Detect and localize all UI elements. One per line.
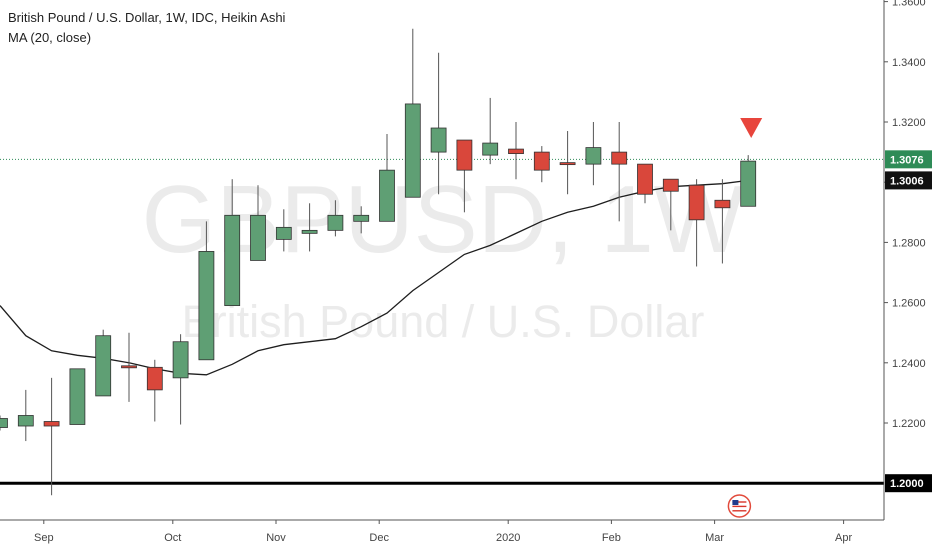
candle-body [688, 184, 705, 221]
candle-up [482, 97, 499, 165]
candle-body [224, 214, 241, 307]
support-label-text: 1.2000 [890, 478, 924, 490]
candle-up [224, 179, 241, 307]
last-price-label: 1.3076 [885, 150, 932, 169]
candle-body [301, 229, 318, 234]
candle-down [714, 179, 731, 264]
candle-body [714, 199, 731, 209]
chart-legend: British Pound / U.S. Dollar, 1W, IDC, He… [8, 8, 285, 48]
y-tick-label: 1.2600 [892, 298, 926, 310]
candle-up [95, 329, 112, 397]
candle-body [353, 214, 370, 222]
candle-down [688, 179, 705, 267]
candle-body [69, 368, 86, 425]
candle-body [585, 147, 602, 165]
candle-body [379, 169, 395, 222]
candle-body [508, 148, 524, 155]
candle-up [0, 415, 8, 431]
candle-body [0, 418, 8, 428]
last-price-label-text: 1.3076 [890, 154, 924, 166]
symbol-title: British Pound / U.S. Dollar, 1W, IDC, He… [8, 10, 286, 25]
x-tick-label: 2020 [496, 532, 520, 544]
candle-body [456, 139, 473, 171]
ma-label-text: 1.3006 [890, 175, 924, 187]
candle-body [146, 366, 163, 391]
x-tick-label: Sep [34, 532, 54, 544]
candles [0, 28, 757, 496]
event-icon-canton [732, 500, 739, 505]
candle-down [637, 163, 653, 204]
candle-body [559, 162, 576, 166]
candle-down [121, 332, 137, 402]
candle-down [611, 122, 628, 222]
candle-down [146, 359, 163, 422]
y-tick-label: 1.3600 [892, 0, 926, 9]
candle-body [740, 160, 757, 207]
economic-event-icon [727, 494, 752, 518]
candle-up [327, 200, 344, 237]
x-tick-label: Dec [369, 532, 389, 544]
candle-up [379, 134, 395, 222]
y-tick-label: 1.2200 [892, 418, 926, 430]
candle-body [430, 127, 447, 153]
candle-body [404, 103, 421, 198]
candle-up [275, 209, 292, 252]
ma-line [0, 179, 749, 376]
y-tick-label: 1.3200 [892, 117, 926, 129]
x-tick-label: Mar [705, 532, 724, 544]
candle-up [301, 203, 318, 252]
indicator-label: MA (20, close) [8, 30, 92, 45]
last-price-label-bg [885, 150, 932, 169]
ma-value-label: 1.3006 [885, 171, 932, 190]
candle-body [172, 341, 189, 379]
ma-label-bg [885, 171, 932, 190]
candle-up [17, 389, 34, 442]
candle-up [69, 368, 86, 425]
y-tick-label: 1.2800 [892, 237, 926, 249]
candle-body [533, 151, 550, 171]
candle-body [43, 421, 60, 427]
support-line-label: 1.2000 [885, 474, 932, 493]
candle-body [662, 178, 679, 192]
candle-down [559, 131, 576, 195]
candle-down [662, 178, 679, 231]
support-label-bg [885, 474, 932, 493]
sell-signal-arrow [740, 118, 763, 138]
candle-down [508, 122, 524, 180]
y-tick-label: 1.3400 [892, 57, 926, 69]
watermark-name: British Pound / U.S. Dollar [182, 296, 705, 347]
x-tick-label: Apr [835, 532, 852, 544]
candle-up [585, 122, 602, 186]
markers [727, 118, 763, 518]
candle-body [611, 151, 628, 165]
candle-up [198, 221, 215, 361]
candle-down [43, 377, 60, 496]
x-tick-label: Nov [266, 532, 286, 544]
candle-up [404, 28, 421, 198]
x-tick-label: Oct [164, 532, 181, 544]
x-tick-label: Feb [602, 532, 621, 544]
horizontal-lines [0, 158, 884, 485]
candle-down [533, 146, 550, 183]
candle-body [17, 415, 34, 427]
candle-body [637, 163, 653, 195]
candle-body [275, 226, 292, 240]
candle-body [250, 214, 266, 261]
candle-body [198, 251, 215, 361]
candle-up [740, 155, 757, 207]
candle-body [121, 365, 137, 369]
candle-up [353, 206, 370, 234]
candle-up [250, 185, 266, 261]
candle-body [95, 335, 112, 397]
candle-body [482, 142, 499, 156]
moving-average [0, 179, 749, 376]
y-tick-label: 1.2400 [892, 358, 926, 370]
candle-up [430, 52, 447, 195]
candle-up [172, 334, 189, 425]
candle-body [327, 214, 344, 231]
candle-down [456, 139, 473, 213]
